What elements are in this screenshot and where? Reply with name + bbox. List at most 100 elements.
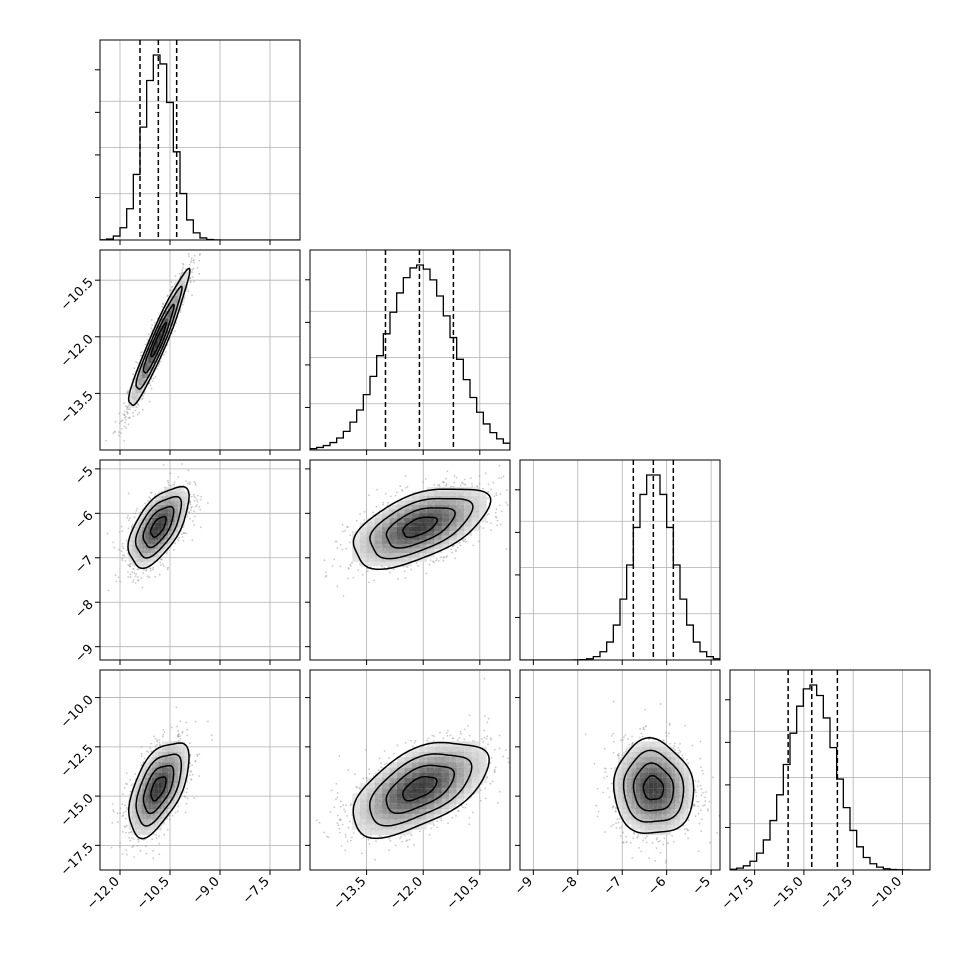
- density-cell: [441, 491, 450, 496]
- sample-point: [451, 551, 453, 554]
- density-cell: [161, 491, 165, 496]
- density-cell: [382, 544, 390, 549]
- density-cell: [158, 526, 162, 532]
- sample-point: [191, 276, 194, 278]
- density-cell: [367, 517, 375, 523]
- sample-point: [342, 595, 345, 597]
- sample-point: [424, 478, 427, 480]
- density-cell: [148, 539, 152, 545]
- density-cell: [464, 513, 472, 518]
- density-cell: [158, 504, 162, 510]
- sample-point: [454, 557, 457, 560]
- density-cell: [397, 548, 405, 554]
- density-cell: [412, 539, 420, 545]
- density-cell: [145, 509, 149, 514]
- sample-point: [150, 319, 153, 321]
- density-cell: [164, 495, 169, 501]
- sample-point: [429, 559, 432, 561]
- sample-point: [137, 576, 139, 578]
- density-cell: [479, 500, 487, 505]
- density-cell: [141, 513, 146, 518]
- sample-point: [196, 499, 198, 501]
- sample-point: [495, 492, 498, 495]
- sample-point: [387, 501, 389, 504]
- sample-point: [121, 542, 124, 545]
- density-cell: [131, 544, 136, 549]
- density-cell: [397, 522, 405, 527]
- density-cell: [138, 517, 142, 523]
- density-cell: [155, 348, 159, 356]
- contour-level-2: [135, 285, 183, 390]
- density-cell: [382, 561, 390, 567]
- density-cell: [404, 513, 412, 518]
- sample-point: [375, 505, 378, 508]
- sample-point: [331, 565, 334, 567]
- density-cell: [374, 548, 383, 554]
- sample-point: [127, 423, 130, 426]
- density-cell: [171, 526, 175, 532]
- density-cell: [174, 491, 179, 496]
- sample-point: [156, 744, 159, 746]
- sample-point: [404, 577, 407, 579]
- density-cell: [161, 522, 165, 527]
- sample-point: [464, 483, 467, 486]
- sample-point: [498, 477, 500, 479]
- sample-point: [189, 481, 191, 484]
- density-cell: [397, 561, 405, 567]
- density-cell: [148, 513, 152, 518]
- sample-point: [189, 501, 192, 504]
- density-cell: [148, 355, 152, 363]
- sample-point: [463, 483, 465, 486]
- sample-point: [396, 491, 398, 494]
- density-cell: [426, 548, 435, 554]
- density-cell: [151, 531, 155, 536]
- density-cell: [412, 553, 420, 558]
- sample-point: [135, 361, 138, 363]
- density-cell: [135, 548, 139, 554]
- density-cell: [131, 539, 136, 545]
- sample-point: [142, 395, 144, 397]
- density-cell: [382, 522, 390, 527]
- sample-point: [173, 483, 176, 486]
- sample-point: [190, 495, 193, 498]
- density-cell: [181, 295, 185, 304]
- density-cell: [151, 535, 155, 540]
- density-cell: [174, 509, 179, 514]
- density-cell: [158, 340, 162, 349]
- density-cell: [145, 370, 149, 378]
- subplot-2-2: [515, 459, 721, 665]
- sample-point: [107, 589, 110, 592]
- density-cell: [128, 544, 132, 549]
- sample-point: [151, 380, 154, 382]
- density-cell: [168, 303, 172, 311]
- subplot-3-3: −17.5 −15.0 −12.5 −10.0: [719, 669, 931, 913]
- density-cell: [135, 370, 139, 378]
- density-cell: [151, 517, 155, 523]
- sample-point: [199, 508, 202, 511]
- y-tick-label-1: −12.0: [58, 332, 97, 371]
- sample-point: [112, 432, 115, 434]
- sample-point: [159, 558, 162, 561]
- density-cell: [161, 318, 165, 326]
- density-cell: [161, 500, 165, 505]
- density-cell: [359, 535, 368, 540]
- density-cell: [135, 535, 139, 540]
- sample-point: [194, 482, 197, 485]
- density-cell: [479, 509, 487, 514]
- density-cell: [141, 522, 146, 527]
- density-cell: [419, 500, 427, 505]
- density-cell: [471, 526, 480, 532]
- sample-point: [191, 539, 194, 542]
- density-cell: [168, 295, 172, 304]
- sample-point: [152, 566, 155, 569]
- density-cell: [397, 539, 405, 545]
- density-cell: [171, 517, 175, 523]
- sample-point: [134, 409, 137, 412]
- density-cell: [128, 539, 132, 545]
- axes-frame: [309, 249, 511, 451]
- sample-point: [126, 393, 129, 395]
- density-cell: [184, 513, 188, 518]
- sample-point: [137, 579, 139, 582]
- density-cell: [449, 491, 457, 496]
- density-cell: [161, 333, 165, 341]
